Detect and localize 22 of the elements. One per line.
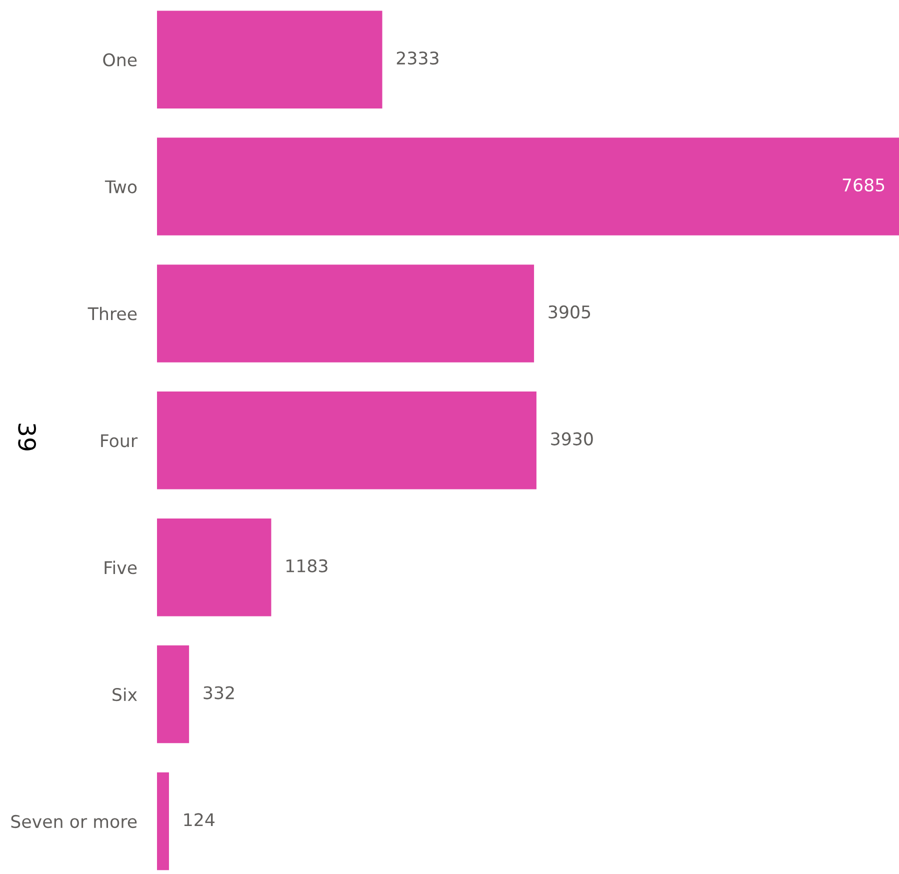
data-label: 3930 (551, 432, 593, 446)
data-label: 124 (184, 813, 214, 826)
data-label: 3905 (548, 305, 590, 318)
y-axis-title: 39 (18, 424, 36, 450)
y-tick-label: Two (104, 180, 137, 194)
y-tick-label: Four (101, 434, 138, 448)
y-tick-label: Six (112, 688, 137, 702)
bar (157, 138, 899, 236)
bar (157, 772, 169, 870)
data-label: 7685 (842, 178, 884, 192)
bar (157, 645, 190, 744)
bar (157, 518, 272, 616)
bar (157, 10, 382, 108)
bar (157, 264, 534, 362)
y-tick-label: One (103, 53, 137, 66)
bar (157, 392, 536, 490)
data-label: 2333 (396, 51, 438, 65)
y-tick-label: Seven or more (11, 814, 137, 828)
y-tick-label: Five (104, 560, 137, 574)
data-label: 1183 (286, 559, 328, 572)
data-label: 332 (204, 686, 234, 700)
y-tick-label: Three (88, 306, 137, 320)
